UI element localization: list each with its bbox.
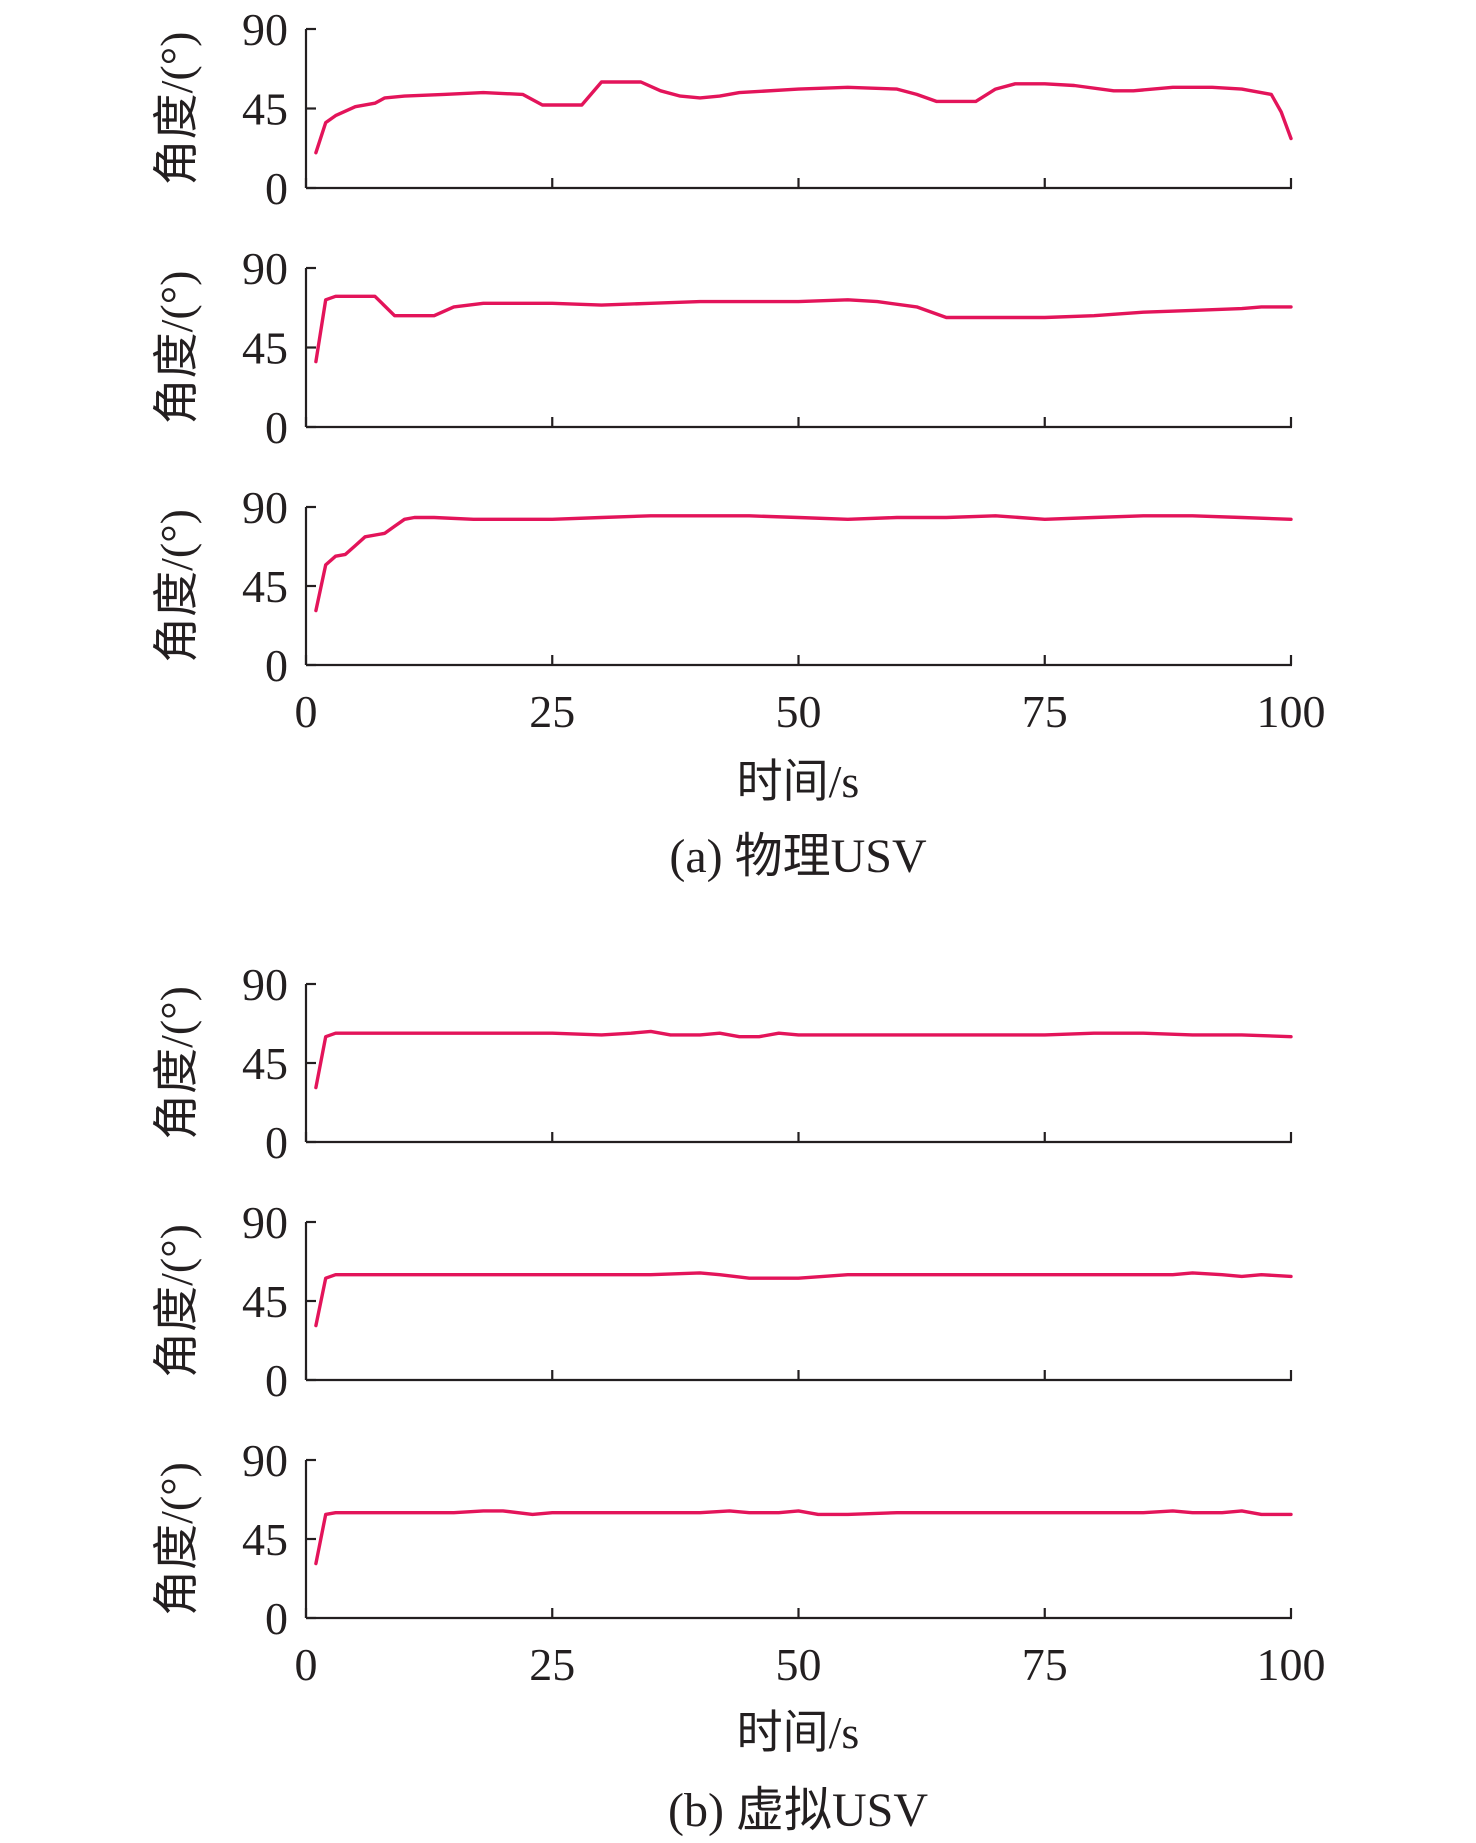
- x-tick-label: 0: [295, 686, 318, 737]
- panel-4: 0 45 90 角度/(°): [151, 1197, 1293, 1406]
- x-tick-label: 50: [776, 686, 822, 737]
- y-axis-title: 角度/(°): [151, 271, 202, 425]
- y-tick-label: 45: [242, 1514, 288, 1565]
- x-tick-label: 0: [295, 1639, 318, 1690]
- series-line-2: [314, 514, 1293, 613]
- y-tick-label: 0: [265, 1117, 288, 1168]
- panel-3: 0 45 90 角度/(°): [151, 959, 1293, 1168]
- y-axis-title: 角度/(°): [151, 986, 202, 1140]
- caption-a: (a) 物理USV: [669, 830, 927, 883]
- y-tick-label: 0: [265, 402, 288, 453]
- y-tick-label: 45: [242, 323, 288, 374]
- x-tick-label: 75: [1022, 686, 1068, 737]
- x-tick-label: 75: [1022, 1639, 1068, 1690]
- y-axis-title: 角度/(°): [151, 1224, 202, 1378]
- caption-b: (b) 虚拟USV: [668, 1784, 928, 1837]
- y-tick-label: 90: [242, 1435, 288, 1486]
- y-tick-label: 45: [242, 1276, 288, 1327]
- x-tick-label: 50: [776, 1639, 822, 1690]
- series-line-4: [314, 1271, 1293, 1328]
- y-axis-title: 角度/(°): [151, 1462, 202, 1616]
- y-tick-label: 0: [265, 163, 288, 214]
- panel-0: 0 45 90 角度/(°): [151, 4, 1293, 214]
- y-tick-label: 45: [242, 84, 288, 135]
- x-tick-label: 100: [1257, 686, 1326, 737]
- y-tick-label: 90: [242, 1197, 288, 1248]
- y-tick-label: 0: [265, 1355, 288, 1406]
- y-tick-label: 45: [242, 1038, 288, 1089]
- y-tick-label: 90: [242, 243, 288, 294]
- y-tick-label: 45: [242, 561, 288, 612]
- panel-5: 0 25 50 75 100 0 45 90 角度/(°): [151, 1435, 1326, 1690]
- x-tick-label: 25: [529, 686, 575, 737]
- series-line-1: [314, 294, 1293, 364]
- panel-2: 0 25 50 75 100 0 45 90 角度/(°): [151, 482, 1326, 737]
- y-tick-label: 0: [265, 1593, 288, 1644]
- series-line-3: [314, 1029, 1293, 1090]
- y-tick-label: 0: [265, 640, 288, 691]
- y-tick-label: 90: [242, 482, 288, 533]
- panel-1: 0 45 90 角度/(°): [151, 243, 1293, 453]
- y-axis-title: 角度/(°): [151, 509, 202, 663]
- y-axis-title: 角度/(°): [151, 32, 202, 186]
- y-tick-label: 90: [242, 4, 288, 55]
- x-tick-label: 25: [529, 1639, 575, 1690]
- xlabel-a: 时间/s: [737, 756, 860, 807]
- x-tick-label: 100: [1257, 1639, 1326, 1690]
- xlabel-b: 时间/s: [737, 1707, 860, 1758]
- series-line-0: [314, 80, 1293, 155]
- plots-layer: 0 45 90 角度/(°) 0 45 90 角度/(°) 0 25 50 75 100 0 45 90 角度/…: [151, 4, 1326, 1690]
- y-tick-label: 90: [242, 959, 288, 1010]
- series-line-5: [314, 1509, 1293, 1566]
